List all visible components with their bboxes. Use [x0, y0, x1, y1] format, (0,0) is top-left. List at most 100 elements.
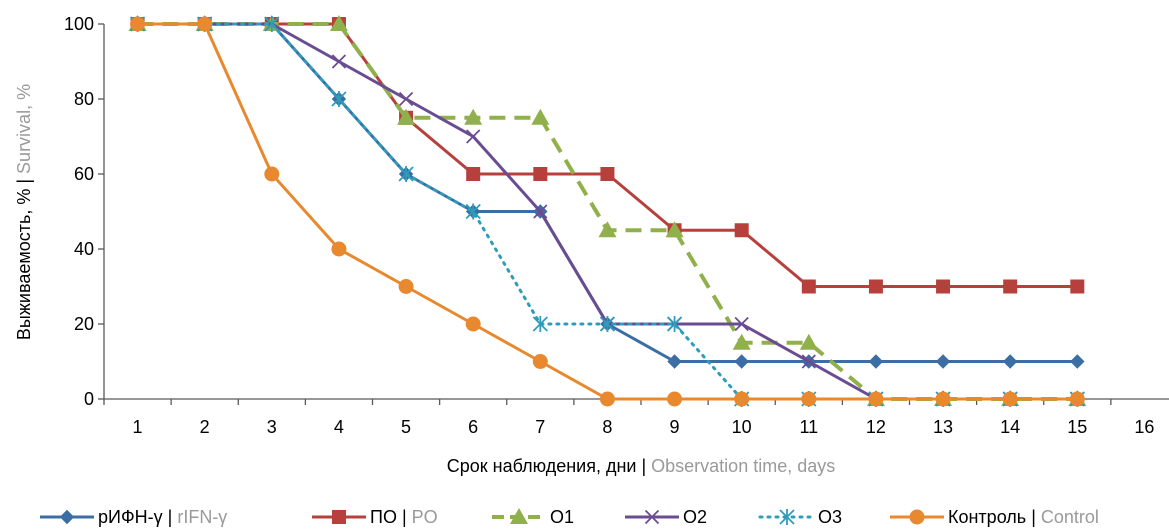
legend-item: рИФН-γ | rIFN-γ	[40, 507, 227, 527]
y-tick-label: 40	[74, 239, 94, 259]
x-tick-label: 14	[1000, 417, 1020, 437]
data-point	[264, 16, 280, 32]
data-point	[599, 391, 615, 407]
data-point	[868, 391, 884, 407]
data-point	[936, 279, 951, 294]
legend-label-separator: |	[397, 507, 412, 527]
data-point	[598, 221, 617, 238]
legend-label-separator: |	[163, 507, 178, 527]
series-line	[137, 22, 1078, 401]
legend: рИФН-γ | rIFN-γ ПО | PO O1 O2 O3 Контроль | C…	[40, 507, 1099, 527]
legend-label: Контроль | Control	[948, 507, 1099, 527]
x-tick-label: 3	[267, 417, 277, 437]
data-point	[665, 221, 684, 238]
legend-label-primary: O1	[550, 507, 574, 527]
legend-label: рИФН-γ | rIFN-γ	[98, 507, 227, 527]
data-point	[666, 316, 683, 332]
x-tick-label: 10	[732, 417, 752, 437]
data-point	[734, 391, 750, 407]
series-line	[137, 22, 1078, 363]
y-tick-label: 60	[74, 164, 94, 184]
data-point	[734, 223, 749, 238]
legend-label-primary: O3	[818, 507, 842, 527]
data-point	[935, 391, 951, 407]
legend-label: ПО | PO	[370, 507, 438, 527]
data-point	[935, 354, 951, 369]
data-point	[799, 333, 818, 350]
data-point	[868, 279, 883, 294]
data-point	[599, 316, 616, 332]
x-axis-title-secondary: Observation time, days	[651, 456, 835, 476]
legend-label-primary: Контроль	[948, 507, 1026, 527]
data-point	[533, 204, 548, 219]
data-point	[667, 391, 683, 407]
series-контроль	[130, 16, 1085, 407]
legend-marker	[332, 510, 346, 524]
data-point	[732, 333, 751, 350]
data-point	[1002, 354, 1018, 369]
data-point	[533, 167, 548, 181]
data-point	[734, 316, 749, 332]
data-point	[331, 241, 347, 257]
series-line	[136, 22, 1079, 401]
legend-item: Контроль | Control	[890, 507, 1099, 527]
data-point	[600, 167, 615, 181]
data-point	[197, 16, 213, 32]
data-point	[1069, 391, 1085, 407]
data-point	[1003, 279, 1018, 294]
data-point	[734, 354, 749, 369]
legend-item: O2	[625, 507, 707, 527]
legend-label-secondary: rIFN-γ	[177, 507, 227, 527]
legend-label-secondary: Control	[1041, 507, 1099, 527]
data-point	[398, 279, 414, 294]
x-tick-label: 12	[866, 417, 886, 437]
series-по	[130, 17, 1085, 294]
y-axis-title-primary: Выживаемость, %	[14, 189, 34, 340]
series-line	[137, 22, 1078, 401]
legend-marker	[644, 509, 660, 525]
x-axis-title: Срок наблюдения, дни | Observation time,…	[447, 456, 835, 476]
x-tick-label: 2	[200, 417, 210, 437]
data-point	[868, 354, 884, 369]
data-point	[801, 279, 816, 294]
data-point	[531, 108, 550, 125]
legend-item: ПО | PO	[312, 507, 438, 527]
x-tick-label: 1	[133, 417, 143, 437]
data-point	[397, 108, 416, 125]
series-layer	[128, 15, 1087, 407]
series-line	[137, 22, 1078, 288]
legend-label-primary: O2	[683, 507, 707, 527]
y-axis-title-secondary: Survival, %	[14, 84, 34, 174]
y-tick-label: 80	[74, 89, 94, 109]
series-рифн-	[130, 16, 1085, 369]
x-tick-label: 6	[468, 417, 478, 437]
legend-marker	[510, 508, 528, 524]
data-point	[398, 91, 414, 107]
data-point	[398, 166, 414, 182]
data-point	[801, 391, 817, 407]
legend-marker	[909, 509, 925, 525]
series-o1	[128, 15, 1087, 406]
data-point	[1070, 279, 1085, 294]
y-tick-label: 100	[64, 14, 94, 34]
y-tick-label: 20	[74, 314, 94, 334]
data-point	[465, 203, 481, 220]
x-tick-label: 11	[799, 417, 818, 437]
data-point	[801, 354, 816, 369]
y-axis-title-separator: |	[14, 174, 34, 189]
y-tick-label: 0	[84, 389, 94, 409]
y-axis-title: Выживаемость, % | Survival, %	[14, 84, 34, 340]
data-point	[667, 354, 682, 369]
legend-item: O1	[492, 507, 574, 527]
legend-item: O3	[758, 507, 842, 527]
legend-label-separator: |	[1026, 507, 1041, 527]
data-point	[532, 354, 548, 369]
legend-label-primary: рИФН-γ	[98, 507, 163, 527]
x-axis-title-separator: |	[636, 456, 651, 476]
x-tick-label: 7	[535, 417, 545, 437]
legend-label: O1	[550, 507, 574, 527]
data-point	[464, 108, 483, 125]
x-tick-label: 5	[401, 417, 411, 437]
